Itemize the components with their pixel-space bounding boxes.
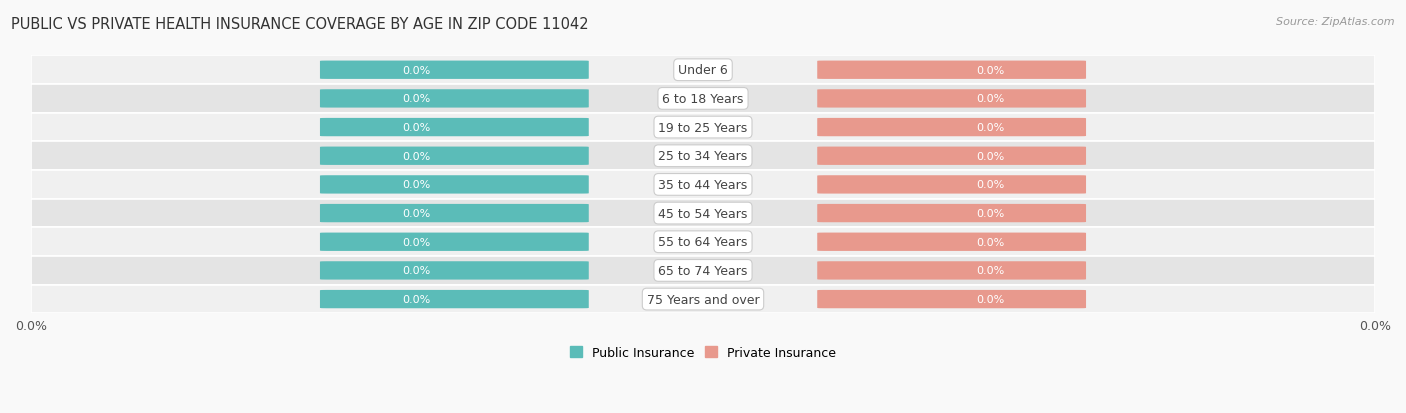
Bar [31,285,1375,313]
Bar [31,142,1375,171]
FancyBboxPatch shape [321,204,589,223]
FancyBboxPatch shape [321,62,589,80]
Bar [31,228,1375,256]
FancyBboxPatch shape [817,62,1085,80]
FancyBboxPatch shape [817,261,1085,280]
Text: 0.0%: 0.0% [976,294,1004,304]
Text: 0.0%: 0.0% [976,152,1004,161]
Text: 0.0%: 0.0% [402,152,430,161]
FancyBboxPatch shape [817,147,1085,166]
Text: 6 to 18 Years: 6 to 18 Years [662,93,744,106]
Text: 0.0%: 0.0% [402,294,430,304]
Text: 45 to 54 Years: 45 to 54 Years [658,207,748,220]
Text: 0.0%: 0.0% [976,66,1004,76]
FancyBboxPatch shape [321,90,589,108]
FancyBboxPatch shape [817,119,1085,137]
Text: 0.0%: 0.0% [976,94,1004,104]
Bar [31,56,1375,85]
FancyBboxPatch shape [321,119,589,137]
Text: 0.0%: 0.0% [402,66,430,76]
Text: 0.0%: 0.0% [976,266,1004,276]
Text: Source: ZipAtlas.com: Source: ZipAtlas.com [1277,17,1395,26]
Text: 0.0%: 0.0% [976,123,1004,133]
Legend: Public Insurance, Private Insurance: Public Insurance, Private Insurance [565,341,841,364]
Text: 75 Years and over: 75 Years and over [647,293,759,306]
FancyBboxPatch shape [817,90,1085,108]
FancyBboxPatch shape [321,261,589,280]
Bar [31,85,1375,114]
Text: 35 to 44 Years: 35 to 44 Years [658,178,748,192]
Bar [31,256,1375,285]
FancyBboxPatch shape [321,176,589,194]
Text: 55 to 64 Years: 55 to 64 Years [658,236,748,249]
Bar [31,114,1375,142]
Text: 0.0%: 0.0% [402,180,430,190]
Text: 0.0%: 0.0% [976,237,1004,247]
Bar [31,171,1375,199]
FancyBboxPatch shape [817,176,1085,194]
Text: 0.0%: 0.0% [402,94,430,104]
Text: 0.0%: 0.0% [402,209,430,218]
Text: 0.0%: 0.0% [402,123,430,133]
Text: 0.0%: 0.0% [402,237,430,247]
FancyBboxPatch shape [817,290,1085,309]
FancyBboxPatch shape [321,290,589,309]
Text: 19 to 25 Years: 19 to 25 Years [658,121,748,134]
Text: 0.0%: 0.0% [976,209,1004,218]
Text: 0.0%: 0.0% [976,180,1004,190]
Text: 25 to 34 Years: 25 to 34 Years [658,150,748,163]
FancyBboxPatch shape [321,147,589,166]
Text: 65 to 74 Years: 65 to 74 Years [658,264,748,277]
FancyBboxPatch shape [817,204,1085,223]
FancyBboxPatch shape [321,233,589,252]
Text: Under 6: Under 6 [678,64,728,77]
Text: PUBLIC VS PRIVATE HEALTH INSURANCE COVERAGE BY AGE IN ZIP CODE 11042: PUBLIC VS PRIVATE HEALTH INSURANCE COVER… [11,17,589,31]
Bar [31,199,1375,228]
FancyBboxPatch shape [817,233,1085,252]
Text: 0.0%: 0.0% [402,266,430,276]
